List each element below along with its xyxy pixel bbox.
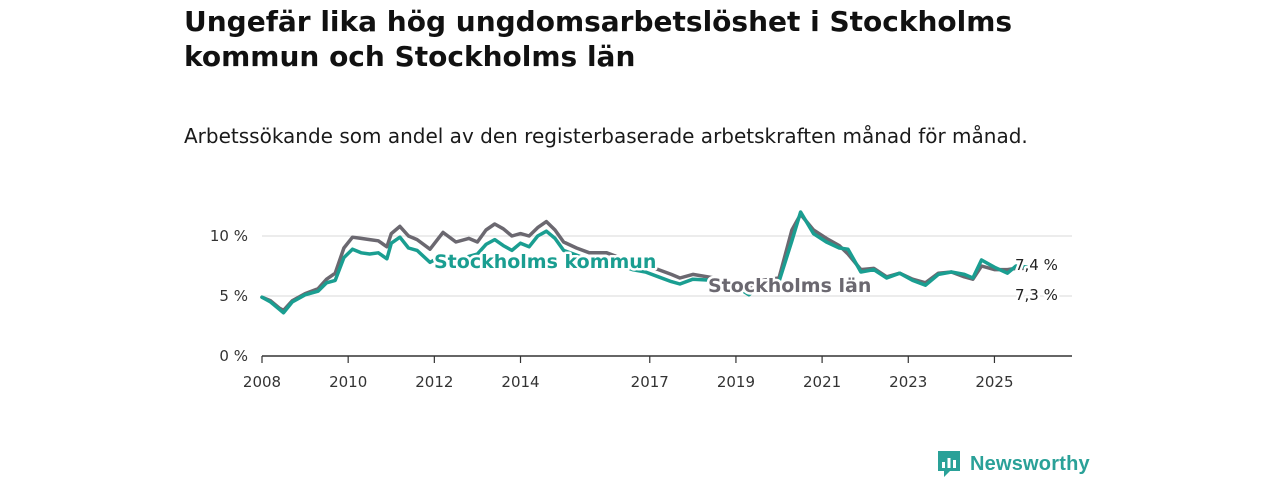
chart-title: Ungefär lika hög ungdomsarbetslöshet i S…	[184, 5, 1013, 73]
x-tick-label: 2008	[243, 373, 281, 391]
series-line-stockholms-kommun	[260, 210, 1031, 315]
series-label-stockholms-lan: Stockholms län	[708, 275, 871, 297]
x-tick-label: 2012	[415, 373, 453, 391]
x-tick-label: 2010	[329, 373, 367, 391]
newsworthy-logo[interactable]: Newsworthy	[936, 448, 1090, 480]
x-tick-label: 2019	[717, 373, 755, 391]
y-tick-label: 0 %	[219, 347, 248, 365]
newsworthy-logo-icon	[938, 451, 960, 477]
y-tick-label: 10 %	[210, 227, 248, 245]
x-tick-label: 2014	[501, 373, 539, 391]
brand-name: Newsworthy	[970, 452, 1090, 475]
end-value-label-kommun: 7,4 %	[1015, 256, 1058, 274]
x-tick-label: 2017	[631, 373, 669, 391]
x-tick-label: 2021	[803, 373, 841, 391]
end-value-label-lan: 7,3 %	[1015, 286, 1058, 304]
x-tick-label: 2023	[889, 373, 927, 391]
chart-subtitle: Arbetssökande som andel av den registerb…	[184, 124, 1028, 148]
y-tick-label: 5 %	[219, 287, 248, 305]
series-label-stockholms-kommun: Stockholms kommun	[434, 251, 656, 273]
x-tick-label: 2025	[975, 373, 1013, 391]
